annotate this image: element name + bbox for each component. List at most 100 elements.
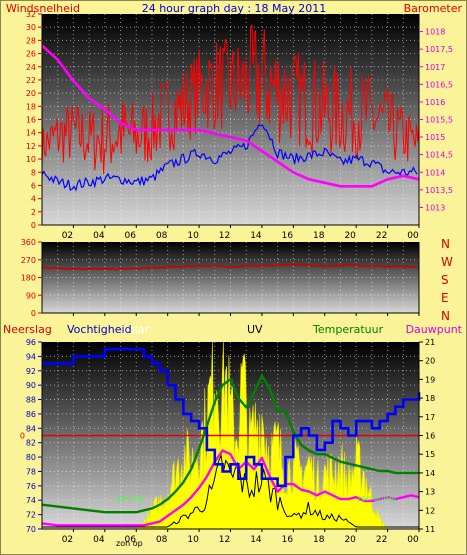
sunrise-axis-annotation: zon op <box>116 539 143 548</box>
x-tick-label: 12 <box>219 535 230 545</box>
direction-letter-w: W <box>441 255 453 269</box>
y-tick-label-left: 18 <box>26 102 36 111</box>
y-tick-label-left: 16 <box>26 116 36 125</box>
y-tick-label-left: 92 <box>26 367 36 376</box>
sunrise-annotation: zon op <box>117 494 144 503</box>
y-tick-label-left: 70 <box>26 525 36 534</box>
y-tick-label-right: 13 <box>425 488 435 497</box>
y-tick-label-right: 1015 <box>425 133 445 142</box>
y-tick-label-left: 26 <box>26 50 36 59</box>
y-tick-label-right: 1013,5 <box>425 186 453 195</box>
barometer-line <box>41 44 420 188</box>
y-tick-label-left: 180 <box>21 274 36 283</box>
legend-solar: Solar <box>121 323 150 336</box>
legend-neerslag: Neerslag <box>3 323 52 336</box>
y-tick-label-left: 360 <box>21 238 36 247</box>
chart-title: 24 hour graph day : 18 May 2011 <box>142 2 327 15</box>
legend-temperatuur: Temperatuur <box>312 323 384 336</box>
y-tick-label-left: 78 <box>26 467 36 476</box>
y-tick-label-right: 21 <box>425 338 435 347</box>
x-tick-label: 18 <box>313 535 325 545</box>
y-tick-label-left: 82 <box>26 439 36 448</box>
x-tick-label: 22 <box>376 231 387 241</box>
y-tick-label-left: 72 <box>26 511 36 520</box>
axes-wind: 02 04 06 08 10 12 14 16 18 20 22 000246810121416182… <box>26 10 453 241</box>
legend-vochtigheid: Vochtigheid <box>67 323 132 336</box>
wind-series-group <box>41 24 420 192</box>
y-tick-label-left: 22 <box>26 76 36 85</box>
y-tick-label-left: 94 <box>26 352 36 361</box>
y-tick-label-right: 1016 <box>425 98 445 107</box>
axes-climate: 02 04 06 08 10 12 14 16 18 20 22 00 70 72 74 76 78 80 82 84… <box>20 338 435 545</box>
y-tick-label-right: 20 <box>425 357 435 366</box>
x-tick-label: 00 <box>407 231 419 241</box>
y-tick-label-right: 18 <box>425 394 435 403</box>
legend-uv: UV <box>247 323 263 336</box>
direction-letter-n: N <box>441 309 450 323</box>
direction-letter-n: N <box>441 237 450 251</box>
x-tick-label: 20 <box>344 231 356 241</box>
y-tick-label-left: 0 <box>31 221 36 230</box>
right-axis-title: Barometer <box>404 2 463 15</box>
wind-average-line <box>41 124 418 192</box>
x-tick-label: 18 <box>313 231 325 241</box>
x-tick-label: 08 <box>156 231 168 241</box>
x-tick-label: 06 <box>125 535 137 545</box>
y-tick-label-left: 12 <box>26 142 36 151</box>
y-tick-label-right: 16 <box>425 432 435 441</box>
temperatuur-line <box>41 374 419 514</box>
y-tick-label-left: 28 <box>26 36 36 45</box>
y-tick-label-right: 17 <box>425 413 435 422</box>
x-tick-label: 20 <box>344 535 356 545</box>
y-tick-label-left: 90 <box>26 291 36 300</box>
y-tick-label-left: 270 <box>21 256 36 265</box>
x-tick-label: 14 <box>250 231 262 241</box>
y-tick-label-left: 10 <box>26 155 36 164</box>
y-tick-label-right: 1016,5 <box>425 80 453 89</box>
y-tick-label-left: 88 <box>26 396 36 405</box>
direction-letter-s: S <box>441 273 449 287</box>
y-tick-label-left: 74 <box>26 496 36 505</box>
y-tick-label-left: 8 <box>31 168 36 177</box>
x-tick-label: 10 <box>187 231 199 241</box>
y-tick-label-right: 15 <box>425 450 435 459</box>
x-tick-label: 16 <box>282 535 294 545</box>
left-axis-title: Windsnelheid <box>6 2 80 15</box>
climate-series-group <box>41 341 421 530</box>
x-tick-label: 04 <box>93 535 105 545</box>
y-tick-label-left: 76 <box>26 482 36 491</box>
x-tick-label: 14 <box>250 535 262 545</box>
dauwpunt-line <box>41 449 420 527</box>
rain-axis-tick: 0 <box>20 432 25 441</box>
x-tick-label: 00 <box>407 535 419 545</box>
y-tick-label-right: 14 <box>425 469 435 478</box>
direction-letter-e: E <box>441 291 449 305</box>
wind-gust-line <box>41 24 420 175</box>
sunset-annotation: zon onder <box>357 494 398 503</box>
x-tick-label: 12 <box>219 231 230 241</box>
y-tick-label-right: 1014,5 <box>425 151 453 160</box>
y-tick-label-right: 1015,5 <box>425 116 453 125</box>
y-tick-label-left: 96 <box>26 338 36 347</box>
y-tick-label-left: 6 <box>31 181 36 190</box>
x-tick-label: 02 <box>62 535 73 545</box>
x-tick-label: 04 <box>93 231 105 241</box>
x-tick-label: 08 <box>156 535 168 545</box>
y-tick-label-left: 84 <box>26 424 36 433</box>
y-tick-label-right: 12 <box>425 506 435 515</box>
x-tick-label: 16 <box>282 231 294 241</box>
y-tick-label-left: 90 <box>26 381 36 390</box>
y-tick-label-right: 1018 <box>425 28 445 37</box>
y-tick-label-left: 4 <box>31 195 36 204</box>
direction-series-group <box>41 263 418 271</box>
y-tick-label-right: 1017,5 <box>425 45 453 54</box>
wind-direction-line <box>41 263 418 271</box>
y-tick-label-right: 19 <box>425 375 435 384</box>
y-tick-label-left: 32 <box>26 10 36 19</box>
grid-direction <box>42 242 420 313</box>
y-tick-label-left: 0 <box>31 309 36 318</box>
y-tick-label-left: 80 <box>26 453 36 462</box>
y-tick-label-left: 86 <box>26 410 36 419</box>
